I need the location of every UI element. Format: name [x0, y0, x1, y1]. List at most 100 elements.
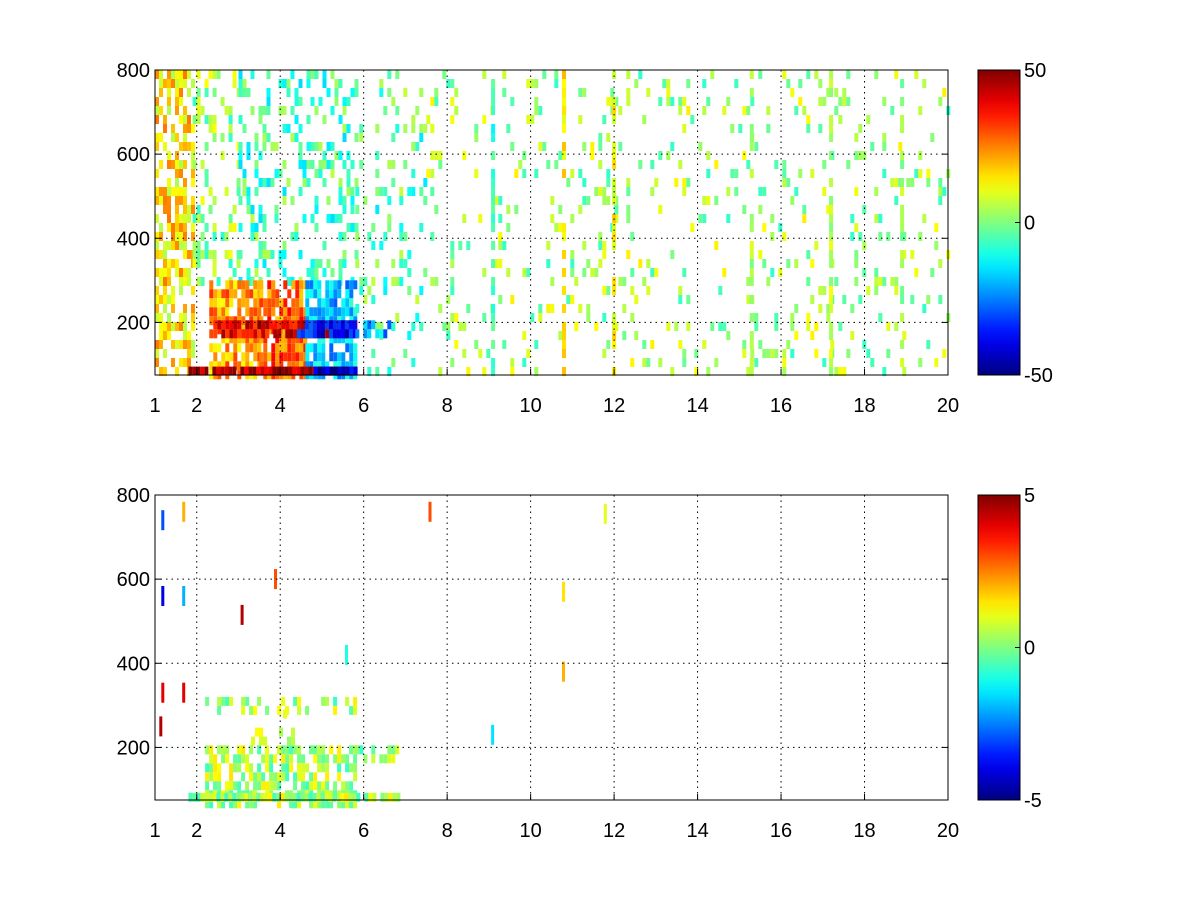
- heatmap-cell: [902, 232, 907, 241]
- heatmap-cell: [790, 322, 795, 331]
- heatmap-cell: [363, 196, 368, 205]
- heatmap-cell: [238, 250, 243, 259]
- heatmap-cell: [317, 754, 322, 764]
- heatmap-cell: [818, 286, 823, 295]
- heatmap-cell: [387, 745, 392, 755]
- heatmap-cell: [722, 322, 727, 331]
- heatmap-cell: [333, 705, 338, 715]
- heatmap-cell: [562, 304, 566, 313]
- heatmap-point-1: [161, 586, 165, 606]
- heatmap-cell: [298, 160, 303, 169]
- heatmap-cell: [333, 289, 338, 299]
- heatmap-cell: [379, 322, 384, 331]
- heatmap-cell: [562, 286, 566, 295]
- heatmap-cell: [942, 88, 947, 97]
- heatmap-cell: [450, 358, 455, 367]
- heatmap-cell: [614, 322, 619, 331]
- heatmap-cell: [200, 160, 205, 169]
- heatmap-cell: [686, 322, 691, 331]
- heatmap-cell: [682, 349, 687, 358]
- heatmap-cell: [894, 277, 899, 286]
- heatmap-cell: [255, 727, 259, 737]
- heatmap-cell: [670, 367, 675, 376]
- heatmap-cell: [359, 133, 364, 142]
- heatmap-cell: [606, 169, 611, 178]
- heatmap-cell: [342, 232, 347, 241]
- heatmap-cell: [630, 232, 635, 241]
- heatmap-cell: [338, 214, 343, 223]
- heatmap-cell: [213, 289, 218, 299]
- x-tick-label: 6: [358, 820, 369, 842]
- heatmap-cell: [241, 361, 246, 371]
- heatmap-cell: [301, 781, 306, 791]
- heatmap-cell: [538, 142, 543, 151]
- heatmap-cell: [626, 250, 631, 259]
- heatmap-cell: [612, 196, 617, 205]
- heatmap-cell: [829, 205, 834, 214]
- heatmap-cell: [266, 88, 271, 97]
- heatmap-cell: [749, 358, 754, 367]
- heatmap-cell: [938, 196, 943, 205]
- heatmap-cell: [212, 250, 217, 259]
- heatmap-cell: [271, 352, 276, 362]
- heatmap-cell: [295, 334, 300, 344]
- heatmap-cell: [806, 124, 811, 133]
- heatmap-cell: [213, 329, 218, 339]
- heatmap-cell: [353, 772, 358, 782]
- heatmap-cell: [546, 241, 551, 250]
- heatmap-cell: [308, 329, 313, 339]
- heatmap-cell: [353, 799, 358, 809]
- heatmap-cell: [191, 196, 195, 205]
- heatmap-cell: [829, 133, 834, 142]
- heatmap-cell: [395, 106, 400, 115]
- heatmap-cell: [341, 352, 346, 362]
- heatmap-cell: [363, 320, 368, 330]
- heatmap-cell: [526, 349, 531, 358]
- heatmap-cell: [309, 799, 314, 809]
- heatmap-cell: [263, 352, 268, 362]
- heatmap-cell: [179, 286, 183, 295]
- heatmap-cell: [301, 763, 306, 773]
- heatmap-cell: [317, 352, 322, 362]
- heatmap-cell: [155, 304, 159, 313]
- heatmap-cell: [388, 792, 393, 802]
- heatmap-cell: [200, 250, 205, 259]
- y-tick-label: 600: [117, 144, 150, 166]
- heatmap-cell: [191, 322, 195, 331]
- heatmap-cell: [333, 334, 338, 344]
- heatmap-cell: [902, 250, 907, 259]
- heatmap-cell: [403, 232, 408, 241]
- heatmap-cell: [806, 250, 811, 259]
- heatmap-cell: [293, 320, 298, 330]
- heatmap-cell: [690, 115, 695, 124]
- heatmap-cell: [749, 277, 754, 286]
- heatmap-cell: [242, 178, 247, 187]
- heatmap-cell: [353, 280, 358, 290]
- heatmap-cell: [411, 142, 416, 151]
- heatmap-cell: [167, 70, 171, 79]
- heatmap-cell: [395, 70, 400, 79]
- heatmap-cell: [491, 340, 496, 349]
- heatmap-cell: [171, 79, 175, 88]
- heatmap-cell: [221, 334, 226, 344]
- heatmap-cell: [245, 334, 250, 344]
- heatmap-cell: [602, 250, 607, 259]
- heatmap-cell: [337, 745, 342, 755]
- heatmap-cell: [238, 88, 243, 97]
- heatmap-cell: [266, 268, 271, 277]
- heatmap-cell: [341, 298, 346, 308]
- heatmap-cell: [746, 295, 751, 304]
- heatmap-region-9: [313, 366, 358, 376]
- heatmap-cell: [259, 298, 264, 308]
- bottom-heatmap-x-ticks: 1 2 4 6 8 10 12 14 16 18 20: [149, 794, 959, 842]
- heatmap-cell: [375, 187, 380, 196]
- heatmap-cell: [794, 304, 799, 313]
- heatmap-cell: [342, 124, 347, 133]
- heatmap-cell: [794, 106, 799, 115]
- heatmap-cell: [233, 343, 238, 353]
- heatmap-cell: [794, 259, 799, 268]
- heatmap-cell: [322, 241, 327, 250]
- heatmap-cell: [204, 178, 209, 187]
- heatmap-cell: [726, 214, 731, 223]
- heatmap-cell: [313, 754, 318, 764]
